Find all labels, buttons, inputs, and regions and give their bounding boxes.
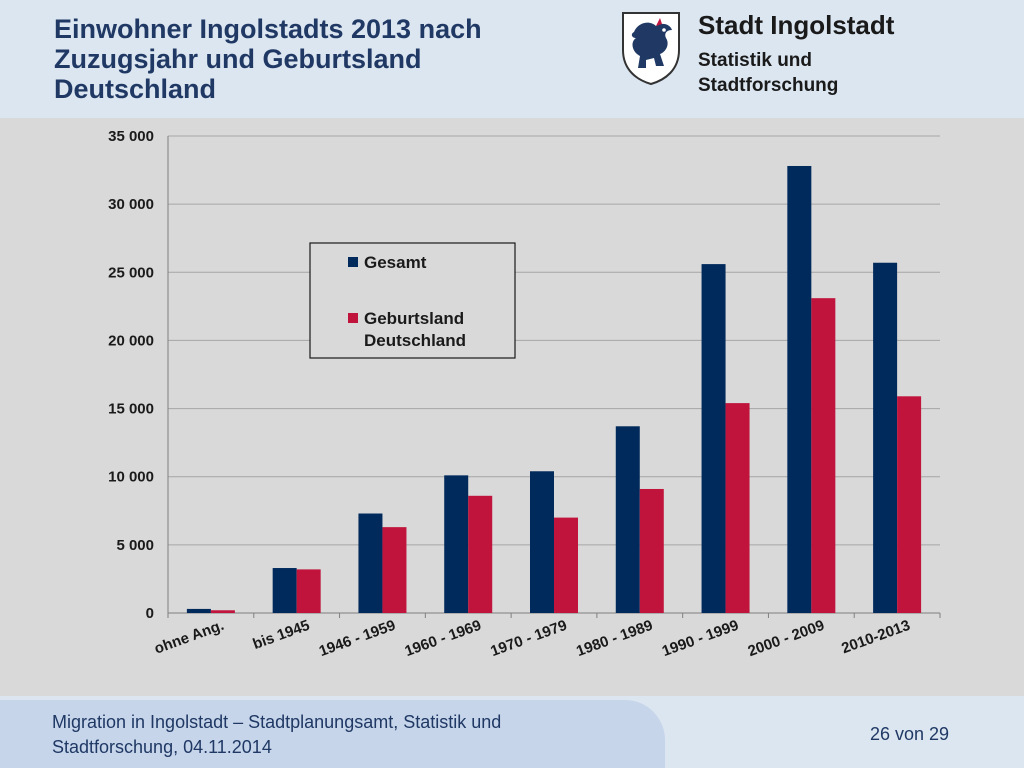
legend-swatch bbox=[348, 313, 358, 323]
x-tick-label: 1960 - 1969 bbox=[403, 617, 484, 660]
bar-geburtsland-deutschland bbox=[554, 517, 578, 613]
bar-gesamt bbox=[186, 608, 211, 613]
bar-chart: 0 5 000 10 000 15 000 20 000 25 000 30 000 35 0… bbox=[108, 128, 941, 660]
legend-box bbox=[309, 242, 516, 359]
x-tick-label: 2010-2013 bbox=[839, 617, 912, 658]
bar-geburtsland-deutschland bbox=[382, 527, 407, 613]
x-tick-label: 1980 - 1989 bbox=[574, 617, 655, 660]
bar-gesamt bbox=[530, 471, 554, 613]
footer-tab bbox=[0, 700, 665, 768]
bar-gesamt bbox=[787, 165, 812, 613]
page-number: 26 von 29 bbox=[870, 724, 950, 744]
bar-gesamt bbox=[701, 264, 726, 613]
y-tick-label: 15 000 bbox=[108, 401, 154, 418]
x-tick-label: bis 1945 bbox=[251, 617, 312, 653]
page-title: Einwohner Ingolstadts 2013 nach Zuzugsja… bbox=[54, 14, 482, 104]
footer-text: Migration in Ingolstadt – Stadtplanungsa… bbox=[52, 712, 502, 757]
header-bar: Einwohner Ingolstadts 2013 nach Zuzugsja… bbox=[0, 0, 1024, 118]
chart-area: 0 5 000 10 000 15 000 20 000 25 000 30 000 35 0… bbox=[0, 118, 1024, 696]
y-tick-label: 20 000 bbox=[108, 332, 154, 349]
bar-gesamt bbox=[358, 513, 383, 613]
org-name: Stadt Ingolstadt bbox=[698, 10, 895, 40]
org-department: Statistik und Stadtforschung bbox=[698, 50, 839, 96]
ingolstadt-crest-icon bbox=[622, 12, 680, 86]
bar-geburtsland-deutschland bbox=[210, 610, 235, 613]
y-tick-label: 0 bbox=[146, 605, 154, 622]
y-tick-label: 25 000 bbox=[108, 264, 154, 281]
x-tick-label: 1970 - 1979 bbox=[488, 617, 569, 660]
x-tick-label: 2000 - 2009 bbox=[746, 617, 827, 660]
bar-gesamt bbox=[444, 475, 469, 613]
bar-geburtsland-deutschland bbox=[639, 488, 664, 613]
x-tick-label: 1946 - 1959 bbox=[317, 617, 398, 660]
bar-geburtsland-deutschland bbox=[811, 298, 836, 613]
x-tick-label: 1990 - 1999 bbox=[660, 617, 741, 660]
y-tick-label: 5 000 bbox=[116, 537, 154, 554]
bar-geburtsland-deutschland bbox=[468, 495, 493, 613]
bar-gesamt bbox=[615, 426, 640, 613]
y-tick-label: 35 000 bbox=[108, 128, 154, 145]
legend-swatch bbox=[348, 257, 358, 267]
legend-label: Geburtsland Deutschland bbox=[364, 309, 466, 350]
legend-label: Gesamt bbox=[364, 253, 427, 272]
y-tick-label: 10 000 bbox=[108, 469, 154, 486]
bar-geburtsland-deutschland bbox=[296, 569, 321, 613]
bar-geburtsland-deutschland bbox=[725, 403, 750, 613]
y-tick-label: 30 000 bbox=[108, 196, 154, 213]
bar-gesamt bbox=[272, 568, 297, 613]
bar-geburtsland-deutschland bbox=[897, 396, 922, 613]
bar-gesamt bbox=[873, 262, 898, 613]
x-tick-label: ohne Ang. bbox=[152, 617, 226, 658]
